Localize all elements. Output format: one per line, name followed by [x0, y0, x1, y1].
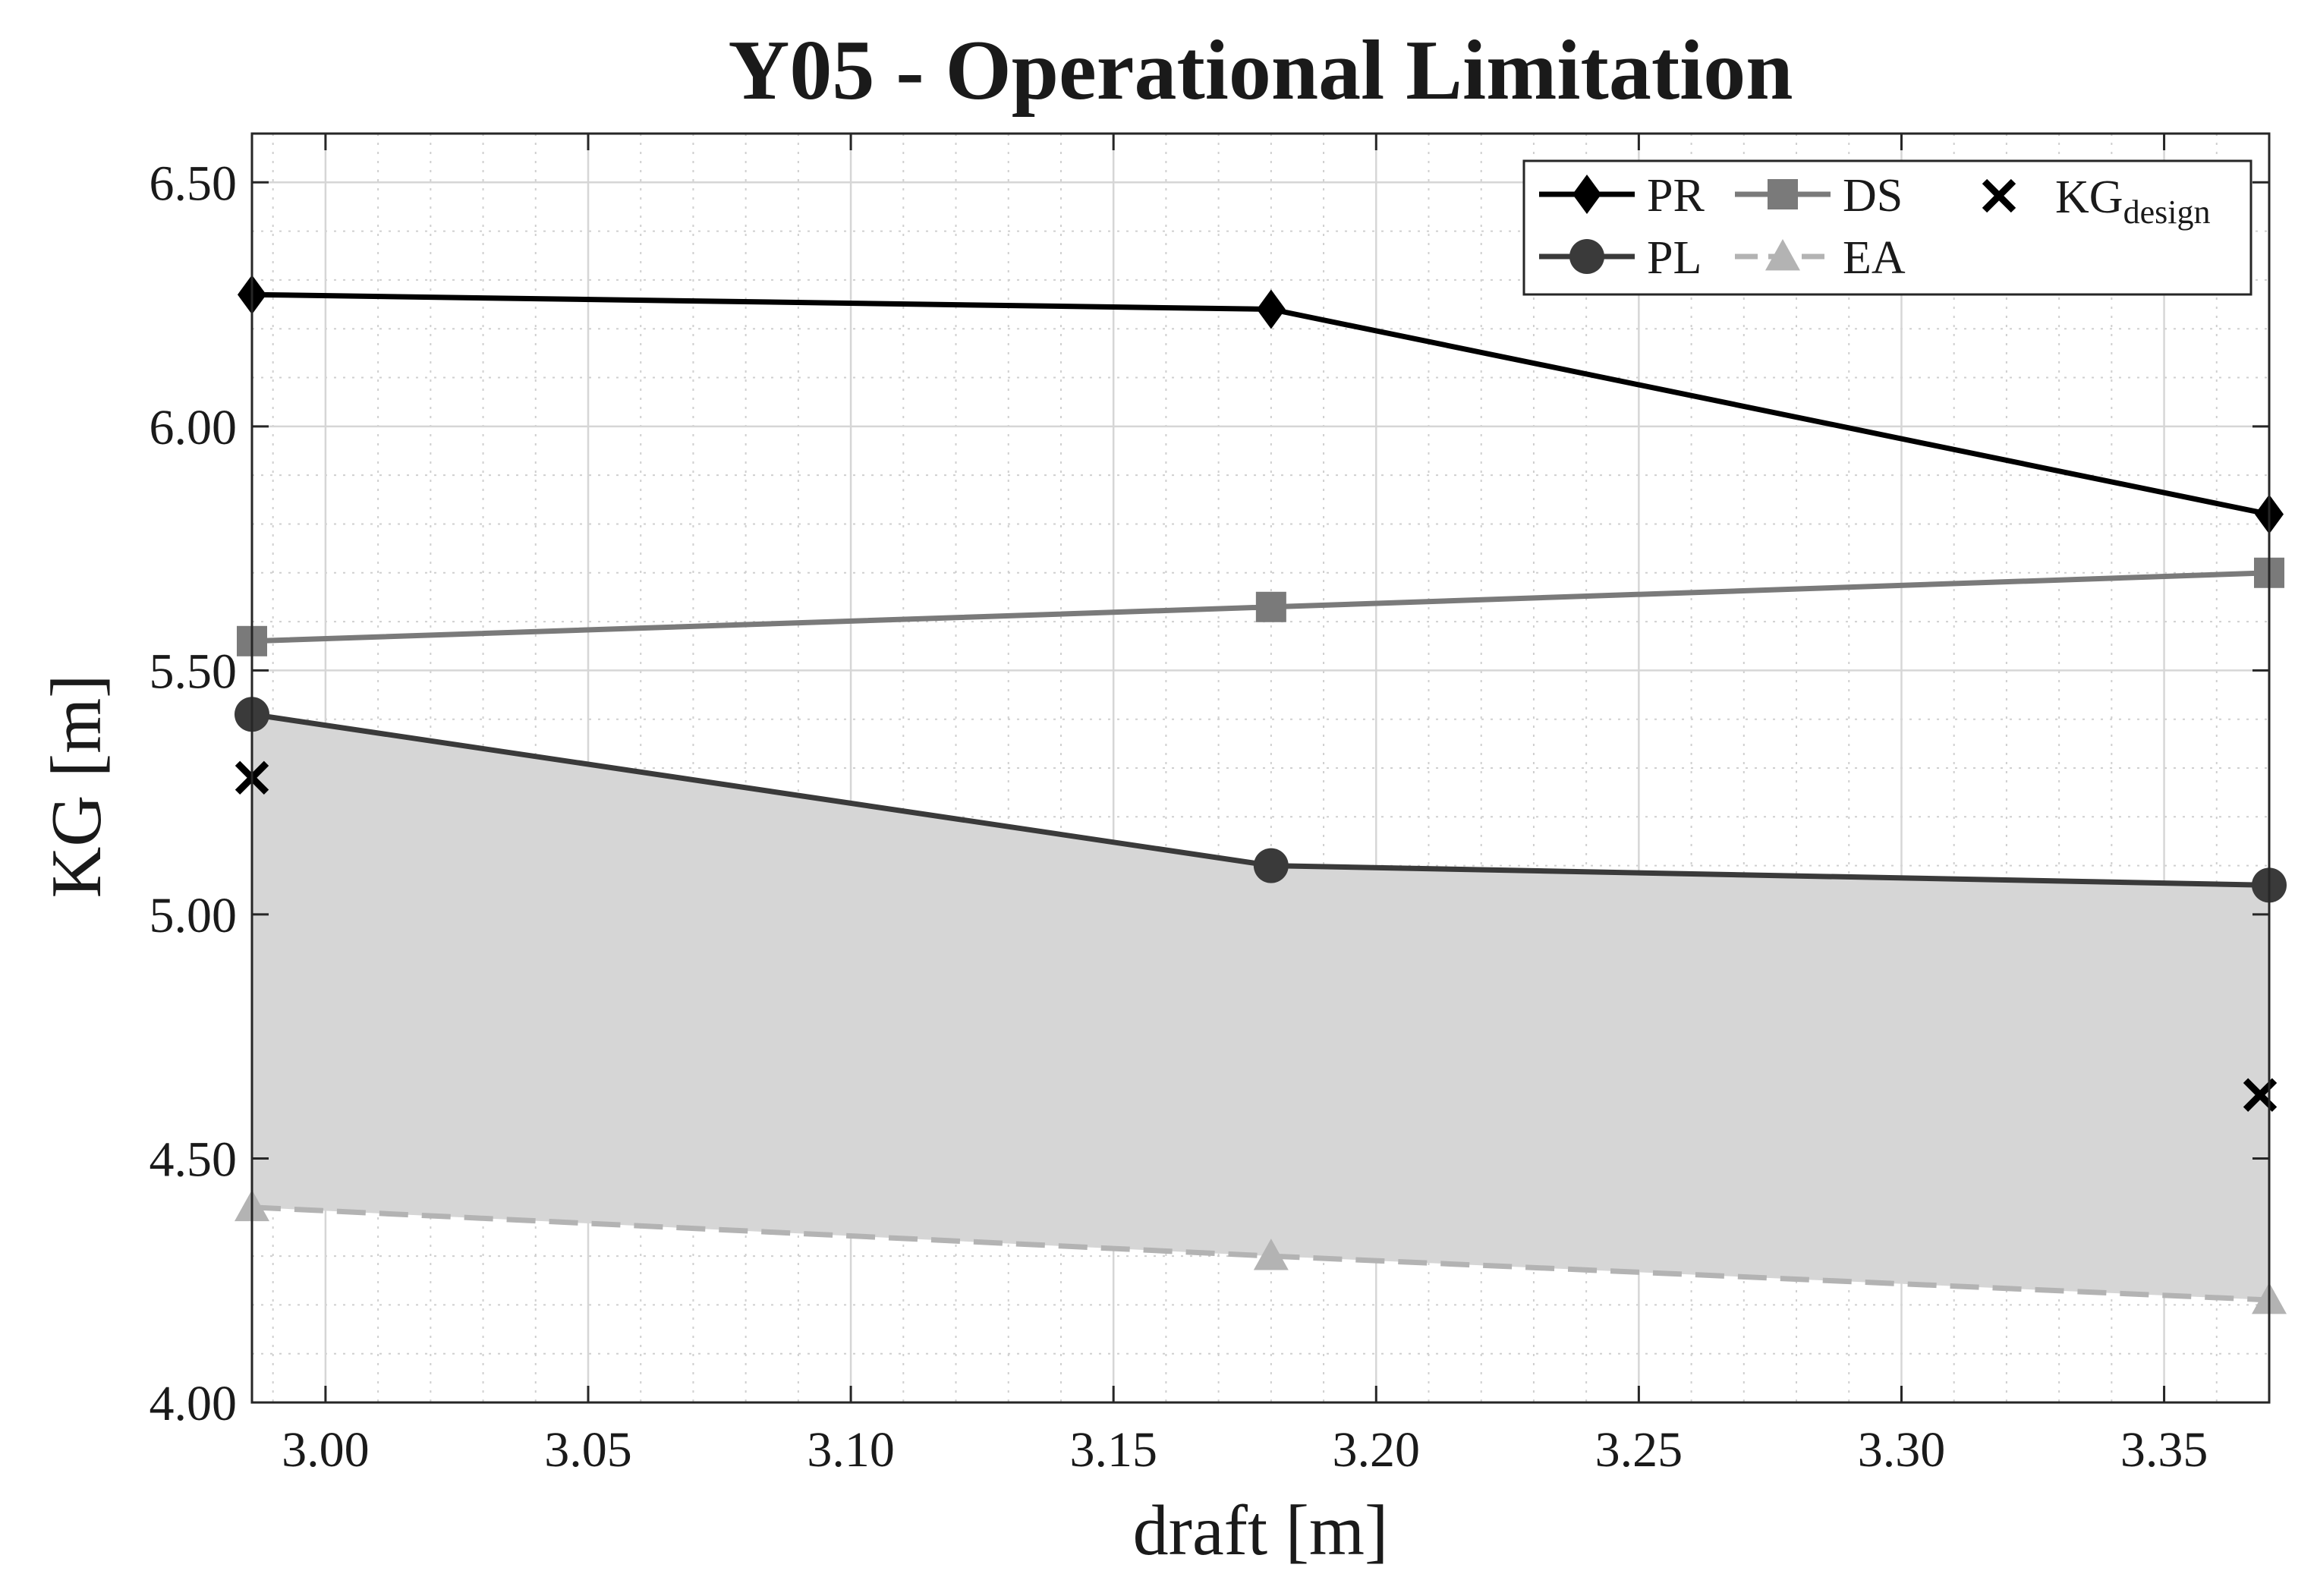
x-tick-label: 3.35: [2120, 1422, 2208, 1478]
legend-marker-pr: [1572, 175, 1601, 214]
x-tick-labels: 3.00 3.05 3.10 3.15 3.20 3.25 3.30 3.35: [282, 1422, 2208, 1478]
legend-box: [1522, 159, 2252, 296]
chart-title: Y05 - Operational Limitation: [728, 24, 1793, 118]
legend-label-pr: PR: [1647, 170, 1705, 222]
legend-label-kg-design-subscript: design: [2123, 194, 2211, 231]
legend-marker-kg-design: [1982, 178, 2016, 213]
x-axis-label: draft [m]: [1133, 1491, 1389, 1570]
legend-label-ds: DS: [1843, 170, 1903, 222]
legend-label-pl: PL: [1647, 232, 1702, 284]
x-tick-label: 3.00: [282, 1422, 370, 1478]
y-tick-label: 6.00: [150, 400, 238, 455]
y-tick-label: 4.00: [150, 1376, 238, 1431]
legend-marker-ea: [1765, 239, 1800, 271]
y-tick-label: 4.50: [150, 1132, 238, 1187]
point-pr-2: [1256, 289, 1286, 329]
x-tick-label: 3.10: [807, 1422, 895, 1478]
feasible-region: [252, 714, 2269, 1300]
x-tick-label: 3.05: [544, 1422, 632, 1478]
y-tick-labels: 4.00 4.50 5.00 5.50 6.00 6.50: [150, 156, 238, 1431]
point-ea-2: [1253, 1239, 1289, 1270]
x-tick-label: 3.20: [1333, 1422, 1421, 1478]
point-ds-2: [1255, 591, 1286, 622]
x-tick-label: 3.25: [1595, 1422, 1683, 1478]
y-tick-label: 6.50: [150, 156, 238, 211]
y-tick-label: 5.50: [150, 644, 238, 699]
point-pl-2: [1253, 848, 1289, 883]
legend-marker-pl: [1569, 239, 1604, 274]
x-tick-label: 3.30: [1858, 1422, 1946, 1478]
y-tick-label: 5.00: [150, 888, 238, 943]
axes: [250, 132, 2271, 1404]
pl-ea-shaded-region: [252, 714, 2269, 1300]
x-tick-label: 3.15: [1069, 1422, 1157, 1478]
legend-marker-ds: [1768, 179, 1798, 209]
axes-box: [250, 132, 2271, 1404]
y-axis-label: KG [m]: [37, 675, 116, 899]
legend-label-ea: EA: [1843, 232, 1906, 284]
